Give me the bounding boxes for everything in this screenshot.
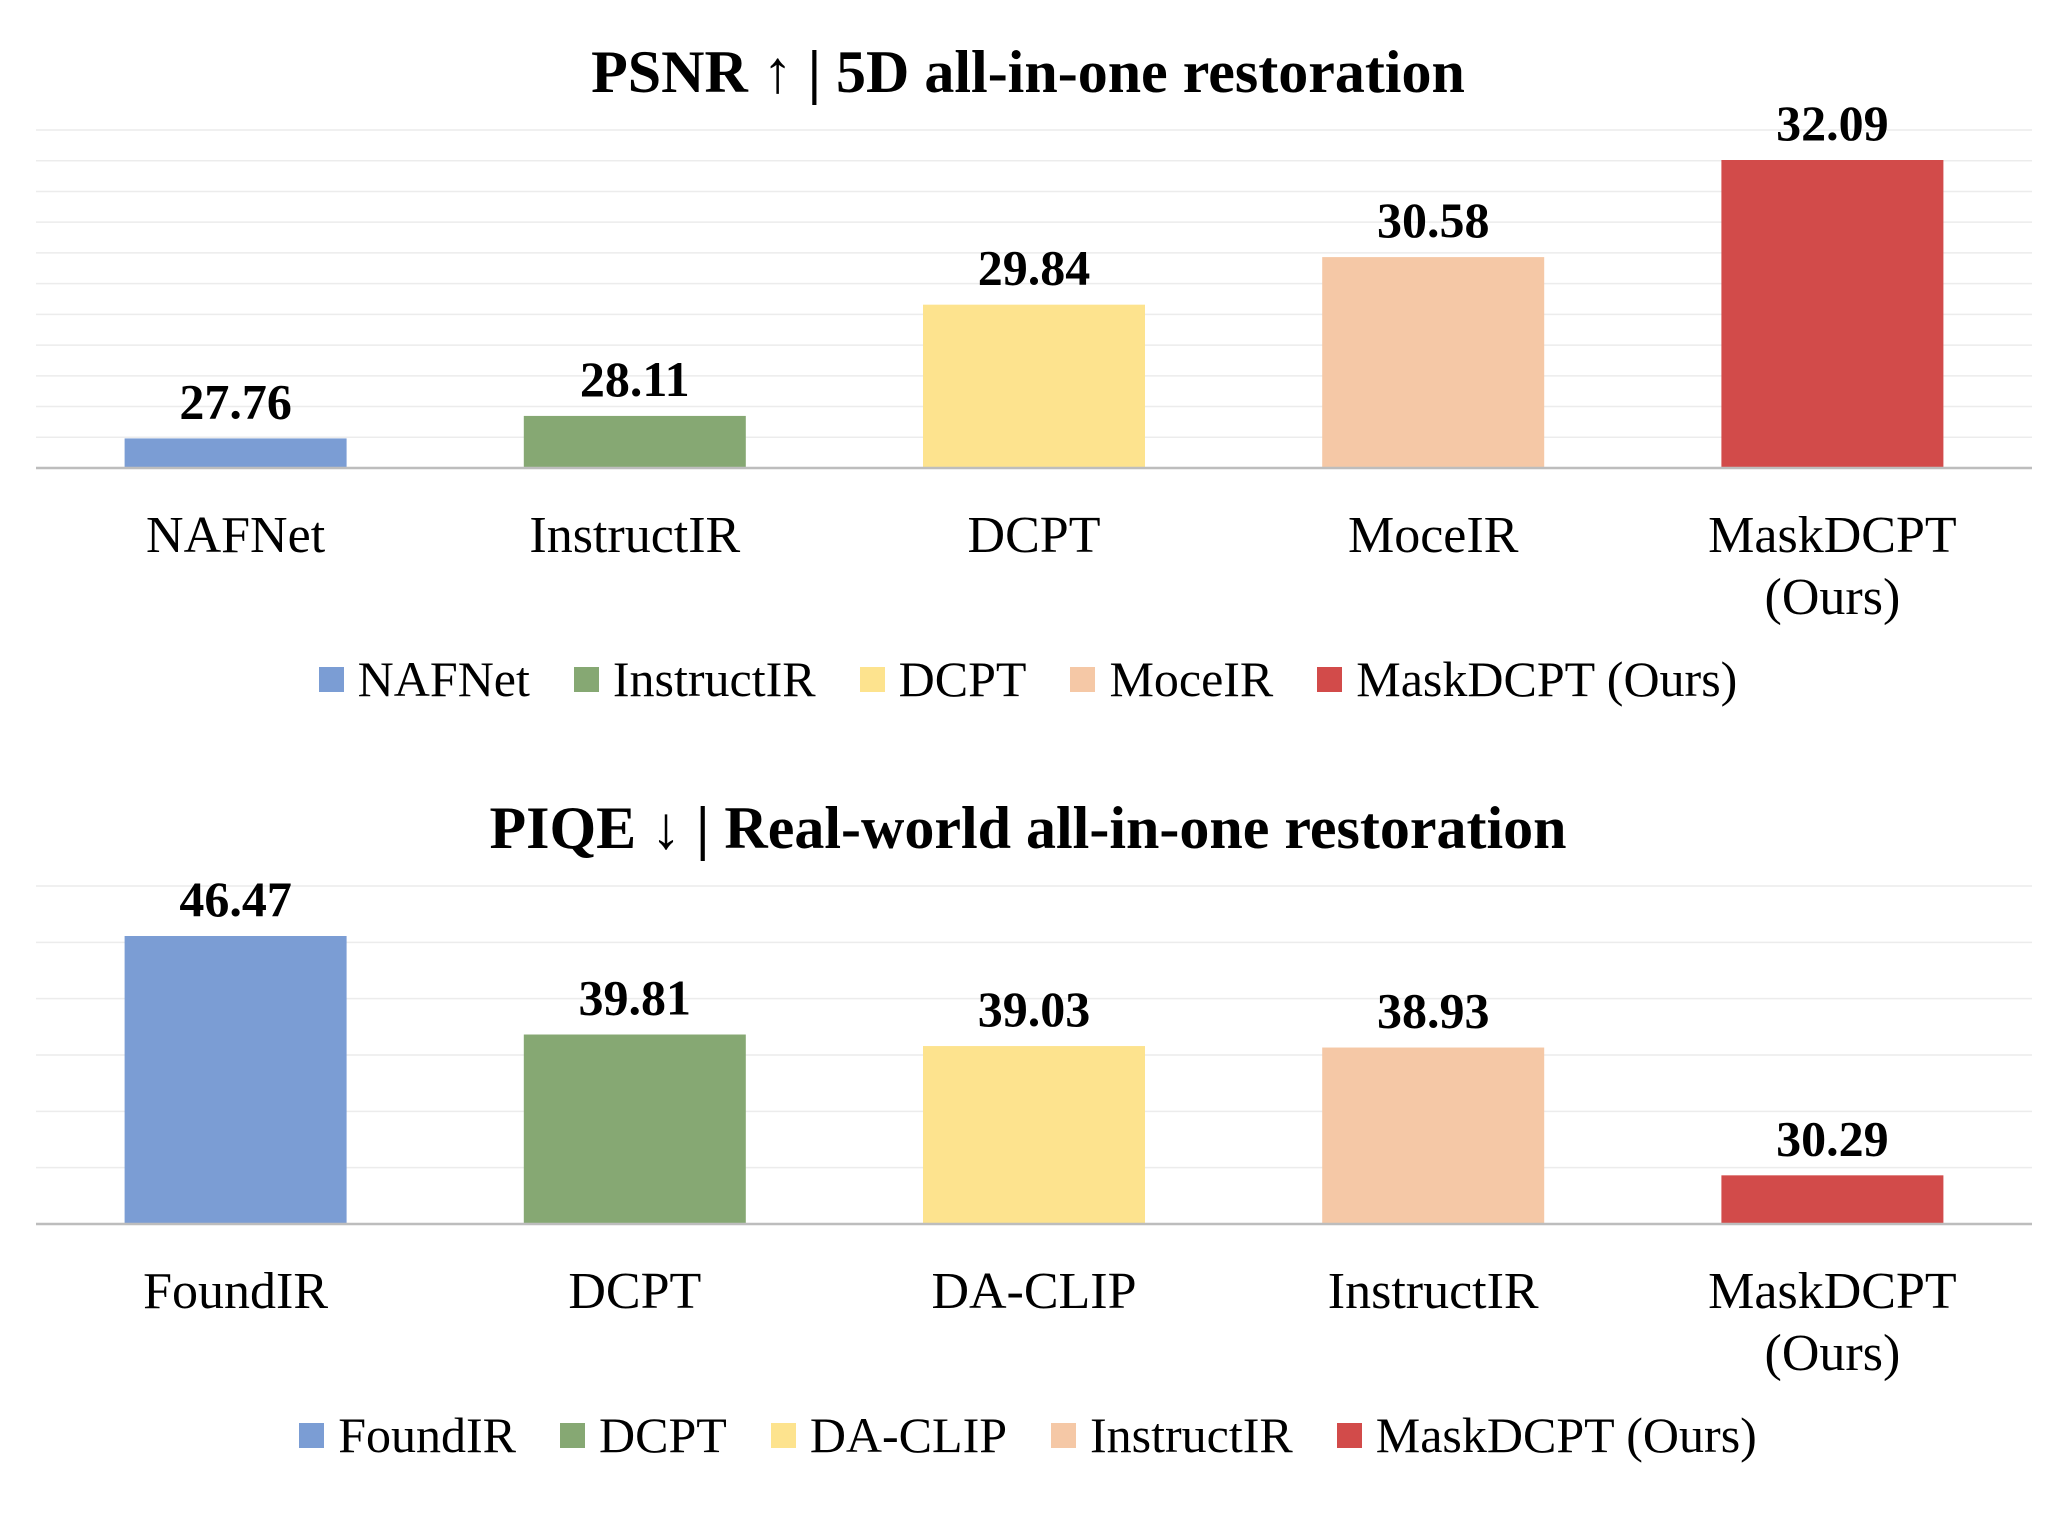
piqe-legend: FoundIR DCPT DA-CLIP InstructIR MaskDCPT (Ou…	[0, 1410, 2056, 1460]
legend-swatch	[299, 1422, 325, 1448]
category-label: DCPT	[568, 1263, 701, 1320]
legend-swatch	[573, 666, 599, 692]
legend-item: DCPT	[560, 1410, 727, 1460]
legend-item: MaskDCPT (Ours)	[1317, 654, 1737, 704]
psnr-bar-chart: 27.76 NAFNet 28.11 InstructIR 29.84 DCPT 30.58…	[36, 95, 2032, 626]
category-label: MaskDCPT (Ours)	[1708, 1263, 1956, 1382]
data-label: 39.81	[579, 970, 692, 1026]
legend-label: NAFNet	[357, 651, 530, 707]
legend-swatch	[318, 666, 344, 692]
data-label: 28.11	[580, 351, 690, 407]
legend-label: MaskDCPT (Ours)	[1356, 651, 1738, 707]
legend-item: MoceIR	[1070, 654, 1273, 704]
chart-title: PIQE ↓ | Real-world all-in-one restorati…	[489, 795, 1567, 861]
legend-item: NAFNet	[318, 651, 530, 707]
legend-item: InstructIR	[573, 651, 816, 707]
legend-item: DA-CLIP	[770, 1407, 1008, 1463]
category-label: InstructIR	[529, 507, 740, 564]
psnr-chart-panel: PSNR ↑ | 5D all-in-one restoration 27.76…	[0, 0, 2056, 740]
bar	[1721, 160, 1944, 468]
bar	[923, 1046, 1145, 1224]
category-label: FoundIR	[143, 1263, 328, 1320]
legend-label: MoceIR	[1109, 651, 1274, 707]
legend-label: DCPT	[599, 1407, 727, 1463]
legend-label: DCPT	[898, 651, 1027, 707]
legend-swatch	[1317, 666, 1343, 692]
data-label: 29.84	[978, 240, 1091, 296]
category-label: InstructIR	[1328, 1263, 1539, 1320]
data-label: 30.29	[1776, 1110, 1889, 1166]
legend-swatch	[1336, 1422, 1362, 1448]
bar	[923, 304, 1145, 468]
legend-label: MaskDCPT (Ours)	[1375, 1407, 1757, 1463]
bar	[124, 438, 347, 468]
bar	[523, 1034, 746, 1224]
data-label: 30.58	[1377, 192, 1490, 248]
bar	[1721, 1175, 1944, 1224]
legend-swatch	[770, 1422, 796, 1448]
legend-label: InstructIR	[612, 651, 816, 707]
bar	[1322, 1047, 1545, 1224]
category-label: MaskDCPT (Ours)	[1708, 507, 1956, 626]
data-label: 39.03	[978, 981, 1091, 1037]
legend-label: FoundIR	[338, 1407, 516, 1463]
legend-label: DA-CLIP	[809, 1407, 1008, 1463]
legend-item: DCPT	[859, 651, 1027, 707]
psnr-legend: NAFNet InstructIR DCPT MoceIR MaskDCPT (Ours…	[0, 654, 2056, 704]
piqe-chart-panel: PIQE ↓ | Real-world all-in-one restorati…	[0, 756, 2056, 1520]
legend-item: InstructIR	[1051, 1410, 1293, 1460]
bar	[124, 936, 347, 1224]
bar	[1322, 257, 1545, 468]
chart-title: PSNR ↑ | 5D all-in-one restoration	[591, 39, 1465, 105]
category-label: NAFNet	[146, 507, 326, 564]
data-label: 32.09	[1776, 95, 1889, 151]
legend-swatch	[1070, 666, 1096, 692]
data-label: 46.47	[179, 871, 292, 927]
category-label: MoceIR	[1348, 507, 1519, 564]
bar	[523, 415, 746, 468]
legend-swatch	[560, 1422, 585, 1448]
piqe-bar-chart: 46.47 FoundIR 39.81 DCPT 39.03 DA-CLIP 38.93 In…	[36, 871, 2032, 1382]
legend-label: InstructIR	[1090, 1407, 1293, 1463]
category-label: DA-CLIP	[931, 1263, 1136, 1320]
legend-item: FoundIR	[299, 1410, 516, 1460]
legend-swatch	[859, 666, 885, 692]
data-label: 27.76	[179, 373, 292, 429]
legend-item: MaskDCPT (Ours)	[1336, 1407, 1757, 1463]
data-label: 38.93	[1377, 983, 1490, 1039]
legend-swatch	[1051, 1422, 1077, 1448]
category-label: DCPT	[968, 507, 1101, 564]
